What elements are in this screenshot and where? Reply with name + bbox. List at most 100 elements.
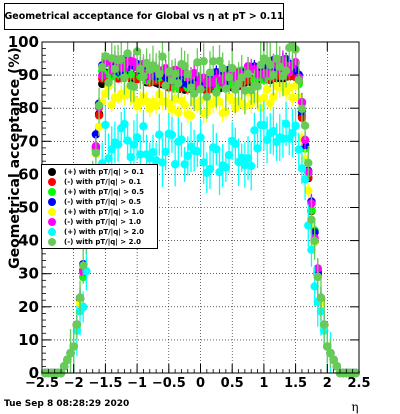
data-point <box>212 144 221 154</box>
data-point <box>110 64 120 74</box>
data-point <box>158 158 167 167</box>
data-point <box>240 86 250 95</box>
data-point <box>139 122 148 131</box>
data-point <box>107 145 116 154</box>
data-point <box>202 92 212 102</box>
x-tick-label: −2.5 <box>25 376 59 391</box>
axis-ticks: −2.5 −2 −1.5 −1 −0.5 0 0.5 1 1.5 2 2.5 0 10 20 30 40 50 6… <box>8 33 371 391</box>
x-tick-label: −0.5 <box>152 376 186 391</box>
y-tick-label: 60 <box>18 165 39 183</box>
data-point <box>167 104 177 113</box>
data-point <box>183 151 193 161</box>
legend-label: (+) with pT/|q| > 0.1 <box>64 168 144 176</box>
data-point <box>199 158 208 167</box>
x-tick-label: −1 <box>127 376 147 391</box>
data-point <box>224 73 234 82</box>
y-tick-label: 40 <box>18 232 39 250</box>
legend-entry: (-) with pT/|q| > 2.0 <box>42 237 141 247</box>
data-point <box>79 302 88 312</box>
legend-entry: (-) with pT/|q| > 1.0 <box>42 217 141 227</box>
data-point <box>79 261 88 270</box>
legend-marker-icon <box>48 228 56 236</box>
data-point <box>237 73 246 82</box>
y-tick-label: 0 <box>29 364 39 382</box>
data-point <box>189 89 199 98</box>
data-point <box>183 69 193 79</box>
legend-marker-icon <box>48 168 56 176</box>
data-point <box>269 70 278 80</box>
data-point <box>69 342 78 351</box>
data-point <box>155 69 164 79</box>
chart-title: Geometrical acceptance for Global vs η a… <box>4 3 284 30</box>
data-point <box>170 69 180 78</box>
legend-label: (+) with pT/|q| > 2.0 <box>64 228 144 236</box>
data-point <box>151 101 161 110</box>
legend-label: (+) with pT/|q| > 0.5 <box>64 188 144 196</box>
legend-label: (-) with pT/|q| > 0.1 <box>64 178 141 186</box>
legend-entry: (+) with pT/|q| > 2.0 <box>42 227 144 237</box>
data-point <box>196 133 205 142</box>
legend-marker-icon <box>48 238 56 246</box>
y-tick-label: 10 <box>18 331 39 349</box>
data-point <box>256 60 265 70</box>
data-point <box>237 153 246 163</box>
y-tick-label: 50 <box>18 199 39 217</box>
data-point <box>107 100 116 109</box>
data-point <box>193 147 202 156</box>
data-point <box>266 60 275 70</box>
data-point <box>174 79 183 88</box>
x-axis-label: η <box>351 400 358 414</box>
legend-label: (-) with pT/|q| > 2.0 <box>64 238 141 246</box>
data-point <box>113 140 123 149</box>
data-point <box>281 119 291 128</box>
data-point <box>205 68 215 77</box>
data-point <box>180 61 189 71</box>
legend-marker-icon <box>48 188 56 196</box>
data-point <box>161 147 170 157</box>
data-point <box>304 186 313 195</box>
legend-label: (-) with pT/|q| > 1.0 <box>64 218 141 226</box>
data-point <box>269 126 278 136</box>
data-point <box>196 85 205 94</box>
data-point <box>310 236 319 246</box>
data-point <box>243 69 253 78</box>
data-point <box>177 135 186 144</box>
data-point <box>297 164 307 173</box>
data-point <box>174 108 183 117</box>
data-point <box>180 160 189 169</box>
data-point <box>129 140 139 149</box>
x-tick-label: 0.5 <box>221 376 244 391</box>
data-point <box>170 160 180 169</box>
data-point <box>132 133 142 142</box>
data-point <box>104 78 113 87</box>
data-point <box>101 120 110 130</box>
x-tick-label: 1 <box>259 376 268 391</box>
y-tick-label: 100 <box>8 33 39 51</box>
legend-entry: (-) with pT/|q| > 0.1 <box>42 177 141 187</box>
data-point <box>151 156 161 165</box>
data-point <box>132 47 142 56</box>
data-point <box>259 93 269 102</box>
data-point <box>228 96 237 105</box>
legend-marker-icon <box>48 198 56 206</box>
data-point <box>129 82 139 92</box>
data-point <box>91 130 101 139</box>
data-point <box>228 63 237 73</box>
data-point <box>262 135 272 145</box>
data-point <box>199 57 208 66</box>
data-point <box>189 68 199 78</box>
data-point <box>297 104 307 114</box>
data-point <box>59 362 69 371</box>
data-point <box>234 79 243 88</box>
x-tick-label: 2 <box>323 376 332 391</box>
data-point <box>101 89 110 98</box>
data-point <box>212 88 221 97</box>
data-point <box>231 139 240 149</box>
data-point <box>285 83 294 92</box>
data-point <box>221 84 231 93</box>
data-point <box>94 101 104 110</box>
data-point <box>91 148 101 158</box>
data-point <box>193 58 202 67</box>
data-point <box>205 164 215 174</box>
